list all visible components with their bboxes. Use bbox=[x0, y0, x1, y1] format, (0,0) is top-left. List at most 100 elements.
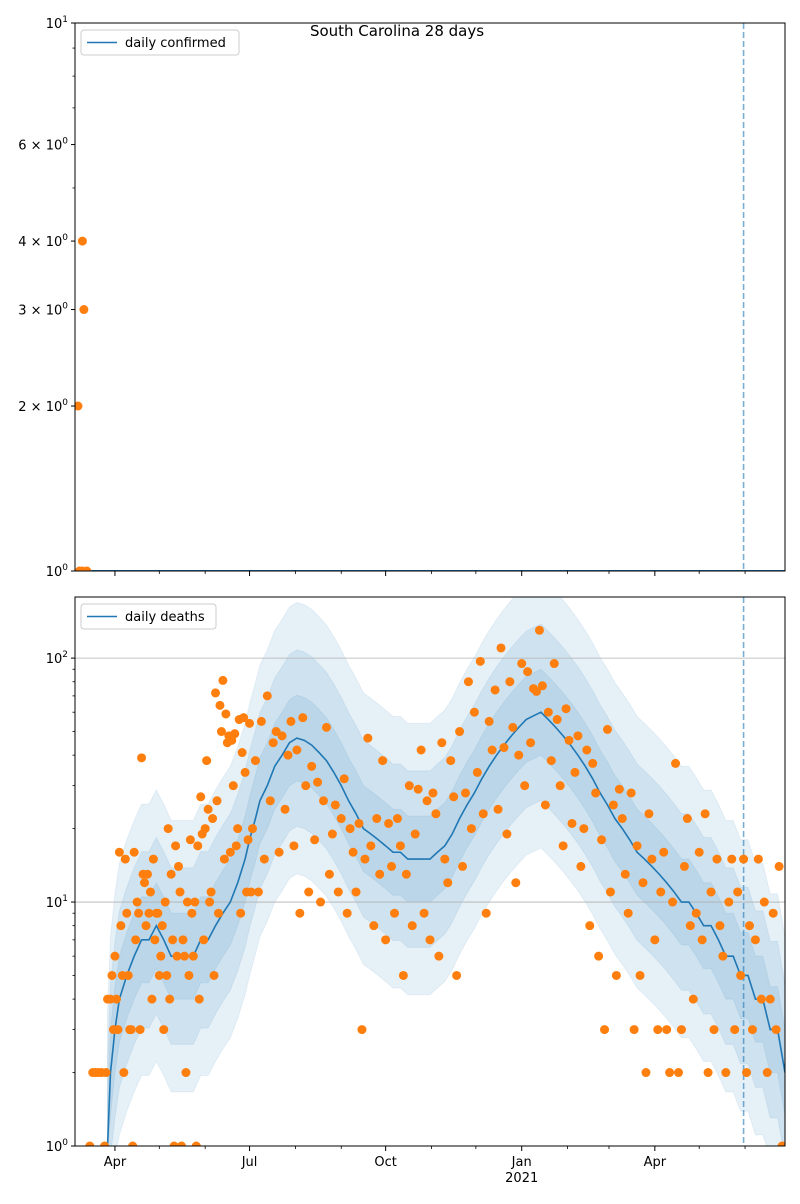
legend-label: daily deaths bbox=[125, 610, 205, 625]
data-point bbox=[774, 861, 784, 871]
data-point bbox=[532, 686, 541, 696]
data-point bbox=[114, 847, 124, 857]
data-point bbox=[316, 897, 326, 907]
data-point bbox=[662, 1025, 672, 1035]
data-point bbox=[452, 970, 462, 980]
data-point bbox=[298, 713, 308, 723]
data-point bbox=[122, 908, 132, 918]
data-point bbox=[148, 854, 158, 864]
tick-exponent: 0 bbox=[62, 233, 68, 243]
data-point bbox=[375, 869, 385, 879]
data-point bbox=[742, 1068, 752, 1078]
tick-exponent: 0 bbox=[62, 137, 68, 147]
data-point bbox=[422, 796, 432, 806]
data-point bbox=[283, 750, 293, 760]
data-point bbox=[733, 887, 743, 897]
tick-mantissa: 6 × bbox=[18, 139, 45, 154]
plot-area bbox=[75, 23, 785, 571]
data-point bbox=[443, 878, 453, 888]
data-point bbox=[561, 704, 571, 714]
data-point bbox=[703, 1068, 713, 1078]
data-point bbox=[750, 935, 760, 945]
x-tick-year-label: 2021 bbox=[505, 1171, 538, 1186]
data-point bbox=[243, 835, 253, 845]
data-point bbox=[213, 908, 223, 918]
data-point bbox=[762, 1068, 772, 1078]
data-point bbox=[756, 994, 766, 1004]
data-point bbox=[253, 887, 263, 897]
data-point bbox=[608, 800, 618, 810]
data-point bbox=[188, 951, 198, 961]
data-point bbox=[171, 841, 181, 851]
data-point bbox=[564, 735, 574, 745]
data-point bbox=[215, 700, 225, 710]
data-point bbox=[387, 861, 397, 871]
data-point bbox=[384, 818, 394, 828]
data-point bbox=[366, 841, 376, 851]
y-tick-label: 6 × 100 bbox=[18, 137, 68, 154]
data-point bbox=[160, 897, 170, 907]
data-point bbox=[425, 935, 435, 945]
data-point bbox=[517, 659, 527, 669]
data-point bbox=[277, 731, 287, 741]
data-point bbox=[478, 809, 488, 819]
data-point bbox=[434, 951, 444, 961]
data-point bbox=[665, 1068, 675, 1078]
data-point bbox=[490, 685, 500, 695]
tick-mantissa: 4 × bbox=[18, 235, 45, 250]
tick-mantissa: 2 × bbox=[18, 400, 45, 415]
data-point bbox=[585, 921, 595, 931]
data-point bbox=[671, 758, 681, 768]
data-point bbox=[481, 908, 491, 918]
data-point bbox=[372, 814, 382, 824]
data-point bbox=[523, 667, 533, 677]
data-point bbox=[623, 908, 633, 918]
data-point bbox=[165, 994, 175, 1004]
data-point bbox=[739, 854, 749, 864]
data-point bbox=[131, 935, 141, 945]
data-point bbox=[142, 869, 152, 879]
data-point bbox=[469, 707, 479, 717]
data-point bbox=[162, 970, 172, 980]
data-point bbox=[493, 804, 503, 814]
x-tick-label: Oct bbox=[374, 1155, 396, 1170]
data-point bbox=[534, 625, 544, 635]
data-point bbox=[354, 818, 364, 828]
data-point bbox=[85, 1141, 95, 1146]
data-point bbox=[475, 656, 485, 666]
data-point bbox=[611, 970, 621, 980]
data-point bbox=[700, 809, 710, 819]
data-point bbox=[237, 748, 247, 758]
data-point bbox=[342, 908, 352, 918]
data-point bbox=[395, 841, 405, 851]
data-point bbox=[537, 681, 547, 691]
legend: daily confirmed bbox=[80, 29, 240, 56]
data-point bbox=[771, 1025, 781, 1035]
data-point bbox=[239, 713, 249, 723]
data-point bbox=[187, 908, 197, 918]
y-tick-label: 4 × 100 bbox=[18, 233, 68, 250]
data-point bbox=[431, 809, 441, 819]
data-point bbox=[110, 951, 120, 961]
legend: daily deaths bbox=[80, 603, 217, 630]
tick-exponent: 0 bbox=[62, 398, 68, 408]
data-point bbox=[679, 861, 689, 871]
x-tick-label: Apr bbox=[104, 1155, 127, 1170]
data-point bbox=[614, 784, 624, 794]
data-point bbox=[419, 908, 429, 918]
data-point bbox=[231, 841, 241, 851]
data-point bbox=[327, 829, 337, 839]
data-point bbox=[228, 781, 238, 791]
data-point bbox=[172, 951, 182, 961]
data-point bbox=[262, 691, 272, 701]
tick-base: 10 bbox=[46, 565, 63, 580]
data-point bbox=[208, 814, 218, 824]
data-point bbox=[753, 854, 763, 864]
y-tick-label: 100 bbox=[46, 563, 69, 580]
data-point bbox=[685, 921, 695, 931]
data-point bbox=[632, 841, 642, 851]
tick-base: 10 bbox=[46, 896, 63, 911]
data-point bbox=[736, 970, 746, 980]
data-point bbox=[638, 878, 648, 888]
y-tick-label: 102 bbox=[46, 650, 68, 667]
